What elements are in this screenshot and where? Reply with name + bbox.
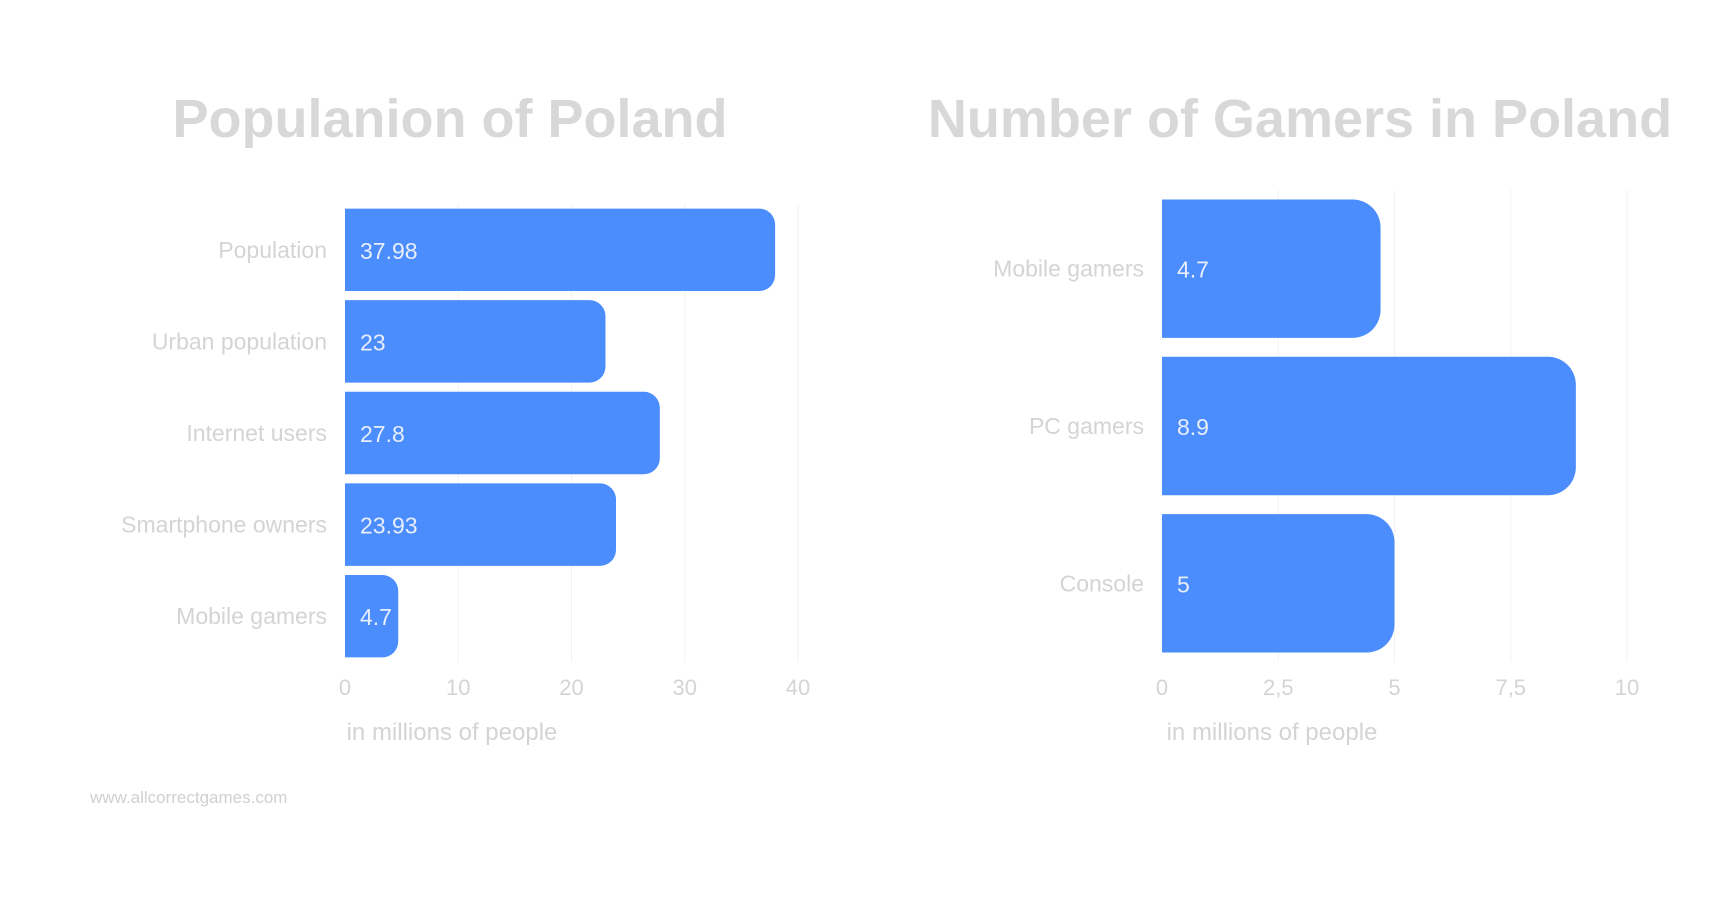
bar	[345, 574, 399, 658]
chart-title-population: Populanion of Poland	[172, 89, 728, 149]
category-label: PC gamers	[1029, 413, 1144, 439]
category-label: Smartphone owners	[121, 512, 327, 538]
data-label: 4.7	[1177, 257, 1209, 283]
tick-label: 10	[446, 675, 470, 700]
category-label: Mobile gamers	[993, 256, 1144, 282]
bar	[1162, 199, 1381, 338]
data-label: 23.93	[360, 513, 418, 539]
tick-label: 7,5	[1495, 675, 1526, 700]
tick-label: 10	[1615, 675, 1639, 700]
data-label: 27.8	[360, 421, 405, 447]
data-label: 4.7	[360, 604, 392, 630]
x-axis-label: in millions of people	[347, 719, 558, 746]
chart-title-gamers: Number of Gamers in Poland	[927, 89, 1673, 149]
tick-label: 0	[339, 675, 351, 700]
category-label: Console	[1060, 570, 1144, 596]
tick-label: 5	[1388, 675, 1400, 700]
source-footer: www.allcorrectgames.com	[90, 788, 288, 807]
bar	[345, 208, 776, 292]
category-label: Population	[218, 237, 327, 263]
bar	[345, 483, 617, 566]
tick-label: 2,5	[1263, 675, 1294, 700]
bar	[345, 391, 660, 475]
tick-label: 20	[559, 675, 583, 700]
tick-label: 40	[786, 675, 810, 700]
bar	[1162, 514, 1395, 653]
x-axis-label: in millions of people	[1167, 719, 1378, 746]
data-label: 8.9	[1177, 414, 1209, 440]
data-label: 37.98	[360, 238, 418, 264]
category-label: Internet users	[186, 420, 327, 446]
category-label: Mobile gamers	[176, 603, 327, 629]
data-label: 5	[1177, 571, 1190, 597]
category-label: Urban population	[152, 328, 327, 354]
tick-label: 0	[1156, 675, 1168, 700]
bar	[1162, 356, 1576, 496]
bar	[345, 300, 606, 383]
data-label: 23	[360, 329, 386, 355]
tick-label: 30	[673, 675, 697, 700]
